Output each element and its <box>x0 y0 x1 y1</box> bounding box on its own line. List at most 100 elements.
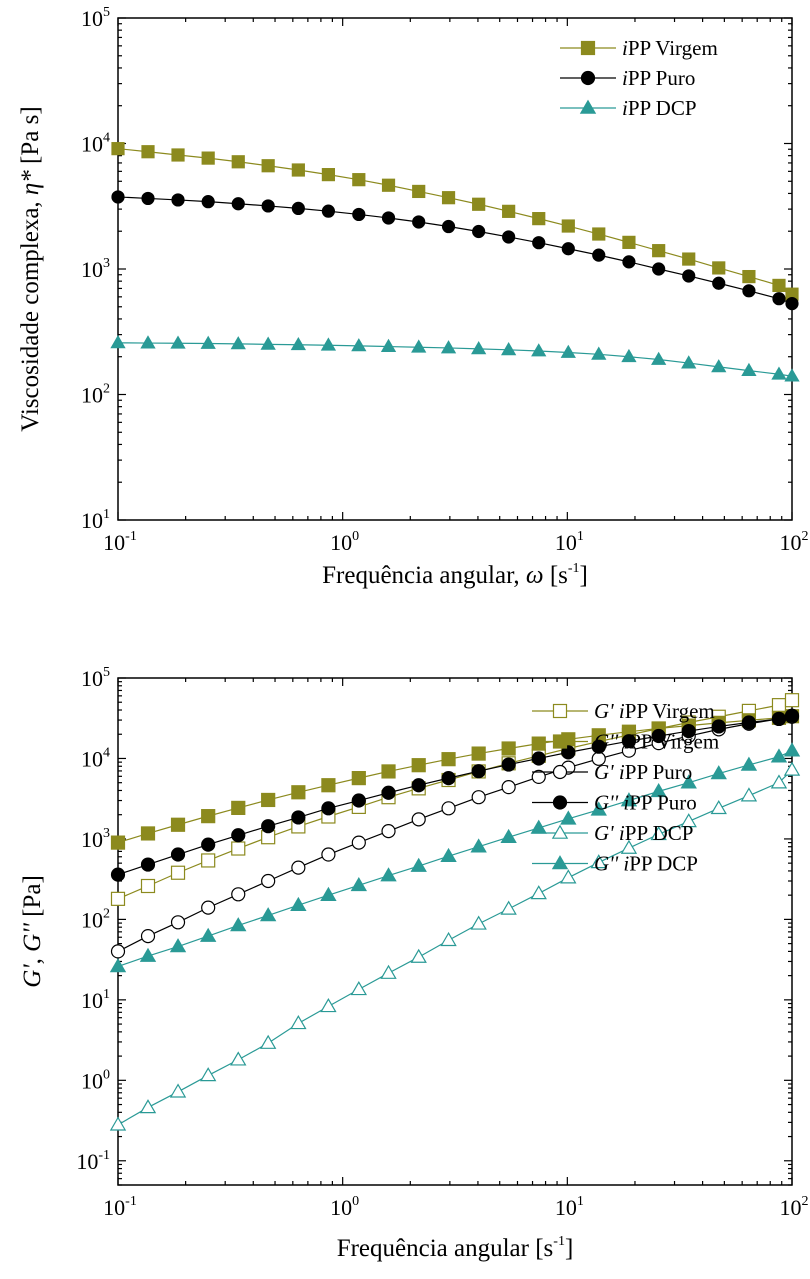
data-point <box>169 938 187 953</box>
data-point <box>140 335 156 349</box>
data-point <box>260 336 276 350</box>
data-point <box>351 771 366 786</box>
data-point <box>351 835 366 850</box>
legend-label: iPP DCP <box>622 96 697 120</box>
data-point <box>681 723 696 739</box>
x-tick-label: 101 <box>555 529 584 555</box>
data-point <box>170 865 186 880</box>
legend-label: iPP Puro <box>622 66 695 90</box>
data-point <box>783 742 801 757</box>
data-point <box>231 800 246 815</box>
data-point <box>351 338 367 352</box>
data-point <box>231 828 246 843</box>
data-point <box>201 809 216 824</box>
data-point <box>109 1116 127 1131</box>
data-point <box>199 927 217 942</box>
data-point <box>560 344 576 358</box>
data-point <box>381 785 396 800</box>
data-point <box>201 837 216 852</box>
data-point <box>110 944 126 959</box>
data-point <box>320 337 337 351</box>
data-point <box>412 184 426 199</box>
x-tick-label: 102 <box>780 529 809 555</box>
data-point <box>261 873 276 889</box>
data-point <box>261 199 275 213</box>
y-tick-label: 100 <box>81 1067 110 1093</box>
data-point <box>471 746 486 761</box>
data-point <box>261 792 276 808</box>
data-point <box>441 191 456 205</box>
data-point <box>440 340 457 354</box>
data-point <box>711 359 727 373</box>
data-point <box>440 931 457 947</box>
y-tick-label: 103 <box>81 826 110 852</box>
data-point <box>139 947 157 962</box>
data-point <box>411 339 427 353</box>
data-point <box>620 792 638 807</box>
data-point <box>501 780 516 795</box>
data-point <box>411 812 426 827</box>
data-point <box>651 728 666 744</box>
data-point <box>141 191 155 206</box>
data-point <box>742 284 756 298</box>
data-point <box>530 885 547 900</box>
data-point <box>381 824 396 839</box>
data-point <box>771 698 787 713</box>
legend-label: G' iPP DCP <box>594 821 693 845</box>
data-point <box>350 981 368 996</box>
data-point <box>321 168 336 182</box>
data-point <box>351 793 366 808</box>
data-point <box>261 159 275 173</box>
data-point <box>561 242 575 256</box>
data-point <box>771 366 787 380</box>
data-point <box>770 748 788 763</box>
y-axis-title: Viscosidade complexa, η* [Pa s] <box>17 106 44 431</box>
data-point <box>201 151 215 165</box>
data-point <box>784 708 800 723</box>
legend: iPP Virgem iPP Puro iPP DCP <box>560 36 718 120</box>
data-point <box>169 1083 187 1098</box>
data-point <box>170 847 186 862</box>
data-point <box>321 847 336 862</box>
legend-marker <box>552 734 568 749</box>
data-point <box>561 219 575 233</box>
data-point <box>441 801 456 816</box>
data-point <box>321 778 336 793</box>
legend-marker <box>552 764 568 780</box>
data-point <box>471 764 486 779</box>
data-point <box>500 900 517 915</box>
data-point <box>772 278 786 293</box>
data-point <box>652 244 666 258</box>
data-point <box>321 204 336 218</box>
y-axis-title: G', G'' [Pa] <box>19 875 46 988</box>
data-point <box>320 886 337 901</box>
data-point <box>784 368 800 382</box>
data-point <box>411 758 426 773</box>
legend-label: G'' iPP DCP <box>594 852 698 876</box>
data-point <box>680 813 697 828</box>
data-point <box>592 227 606 241</box>
data-point <box>109 958 127 973</box>
x-tick-label: 100 <box>330 1194 359 1220</box>
data-point <box>501 741 516 756</box>
data-point <box>471 341 487 355</box>
data-point <box>652 262 666 276</box>
data-point <box>381 178 396 192</box>
data-point <box>712 261 726 275</box>
data-point <box>680 774 697 789</box>
legend-label: G' iPP Virgem <box>594 699 715 723</box>
data-point <box>501 757 516 772</box>
data-point <box>440 847 457 862</box>
y-tick-label: 105 <box>81 665 110 691</box>
legend: G' iPP Virgem G'' iPP Virgem G' iPP Puro G'… <box>532 699 719 876</box>
data-point <box>230 336 246 350</box>
data-point <box>199 1067 217 1082</box>
legend-marker <box>580 70 596 86</box>
data-point <box>140 826 156 841</box>
data-point <box>591 739 606 754</box>
chart-2: 10-1 100 101 102 10-1 100 101 102 103 104 105 Frequ… <box>19 665 809 1262</box>
data-point <box>171 193 185 207</box>
x-tick-label: 10-1 <box>103 529 137 555</box>
data-point <box>620 839 638 854</box>
data-point <box>140 878 156 894</box>
